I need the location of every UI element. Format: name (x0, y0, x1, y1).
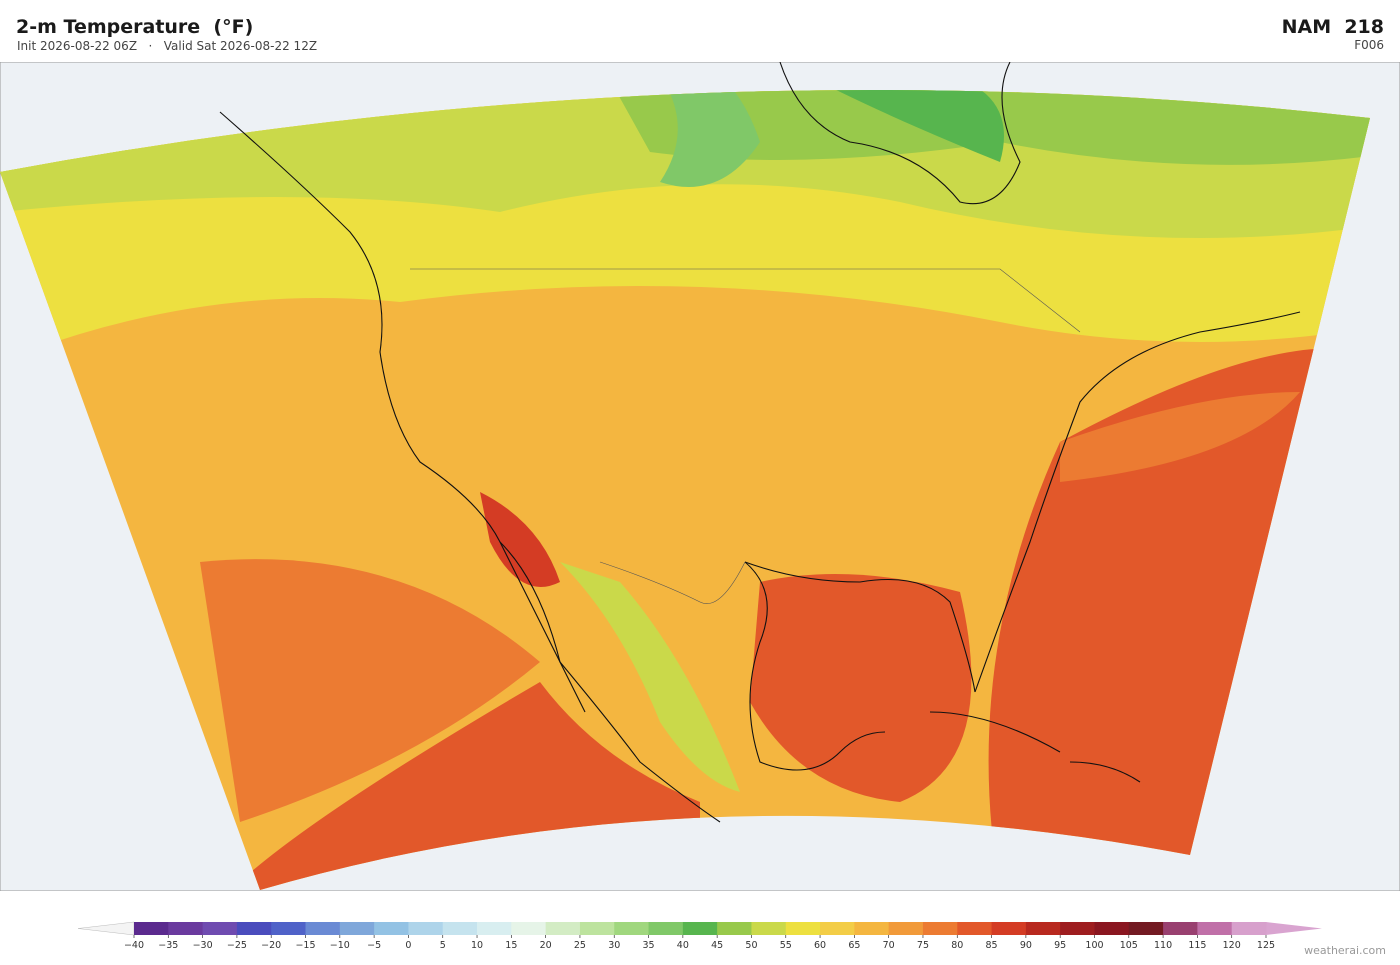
colorbar-tick-label: 115 (1188, 940, 1206, 950)
colorbar-segment (957, 922, 993, 935)
colorbar-tick-label: 125 (1257, 940, 1275, 950)
colorbar-segment (888, 922, 924, 935)
colorbar-segment (1163, 922, 1198, 935)
colorbar-tick-label: 55 (780, 940, 792, 950)
subtitle: Init 2026-08-22 06Z · Valid Sat 2026-08-… (17, 39, 317, 53)
colorbar-over (1266, 922, 1322, 935)
colorbar-segment (717, 922, 752, 935)
colorbar-tick-label: −35 (158, 940, 178, 950)
colorbar-tick-label: 85 (986, 940, 998, 950)
colorbar-tick-label: 90 (1020, 940, 1032, 950)
colorbar-tick-label: 30 (608, 940, 620, 950)
colorbar-tick-label: 35 (642, 940, 654, 950)
colorbar-segment (922, 922, 958, 935)
colorbar-tick-label: 70 (883, 940, 895, 950)
colorbar-tick-label: 10 (471, 940, 483, 950)
colorbar-tick-label: 60 (814, 940, 826, 950)
colorbar-tick-label: 15 (505, 940, 517, 950)
colorbar-under (77, 921, 135, 936)
colorbar-segment (785, 922, 821, 935)
colorbar-segment (991, 922, 1027, 935)
colorbar-tick-label: 65 (848, 940, 860, 950)
colorbar-segment (751, 922, 787, 935)
colorbar-tick-label: −15 (295, 940, 315, 950)
colorbar-segment (682, 922, 718, 935)
valid-time: Valid Sat 2026-08-22 12Z (163, 39, 318, 53)
colorbar-segment (1128, 922, 1164, 935)
colorbar: −40 −35 −30 −25 −20 −15 −10 −5 0 5 10 15 20 25 30 35 40 4… (77, 921, 1322, 950)
colorbar-tick-label: −25 (227, 940, 247, 950)
colorbar-tick-label: 80 (951, 940, 963, 950)
colorbar-segment (339, 922, 375, 935)
colorbar-segment (134, 922, 169, 935)
watermark: weatherai.com (1304, 944, 1386, 957)
colorbar-segment (374, 922, 409, 935)
colorbar-segment (271, 922, 307, 935)
colorbar-segment (1060, 922, 1095, 935)
colorbar-segment (1231, 922, 1267, 935)
colorbar-tick-label: 95 (1054, 940, 1066, 950)
init-time: Init 2026-08-22 06Z (17, 39, 138, 53)
colorbar-segment (820, 922, 855, 935)
colorbar-tick-label: 45 (711, 940, 723, 950)
title: 2-m Temperature (°F) (16, 16, 254, 38)
colorbar-tick-label: 75 (917, 940, 929, 950)
colorbar-segment (236, 922, 272, 935)
colorbar-tick-label: −5 (367, 940, 381, 950)
colorbar-tick-label: 40 (677, 940, 689, 950)
colorbar-segment (854, 922, 890, 935)
colorbar-segment (408, 922, 444, 935)
colorbar-tick-label: 120 (1223, 940, 1241, 950)
colorbar-segment (545, 922, 581, 935)
colorbar-segment (202, 922, 238, 935)
colorbar-segment (511, 922, 547, 935)
colorbar-segment (648, 922, 684, 935)
colorbar-tick-label: −30 (193, 940, 213, 950)
colorbar-tick-label: 50 (745, 940, 757, 950)
map (0, 62, 1400, 891)
colorbar-segment (1025, 922, 1061, 935)
borders (410, 268, 1081, 604)
colorbar-tick-label: −20 (261, 940, 281, 950)
colorbar-tick-label: 25 (574, 940, 586, 950)
colorbar-tick-label: 5 (440, 940, 446, 950)
separator: · (148, 39, 153, 53)
colorbar-segment (579, 922, 615, 935)
colorbar-tick-label: 100 (1085, 940, 1103, 950)
colorbar-segment (442, 922, 478, 935)
colorbar-tick-label: 110 (1154, 940, 1172, 950)
colorbar-segment (168, 922, 204, 935)
colorbar-tick-label: 105 (1120, 940, 1138, 950)
model-name: NAM 218 (1281, 16, 1384, 38)
colorbar-tick-label: −40 (124, 940, 144, 950)
colorbar-tick-label: 0 (405, 940, 411, 950)
colorbar-segment (1197, 922, 1233, 935)
colorbar-segment (305, 922, 341, 935)
colorbar-tick-label: 20 (540, 940, 552, 950)
colorbar-segment (477, 922, 512, 935)
forecast-hour: F006 (1354, 38, 1384, 52)
coastlines (219, 62, 1301, 823)
colorbar-tick-label: −10 (330, 940, 350, 950)
colorbar-segment (614, 922, 650, 935)
colorbar-segment (1094, 922, 1130, 935)
